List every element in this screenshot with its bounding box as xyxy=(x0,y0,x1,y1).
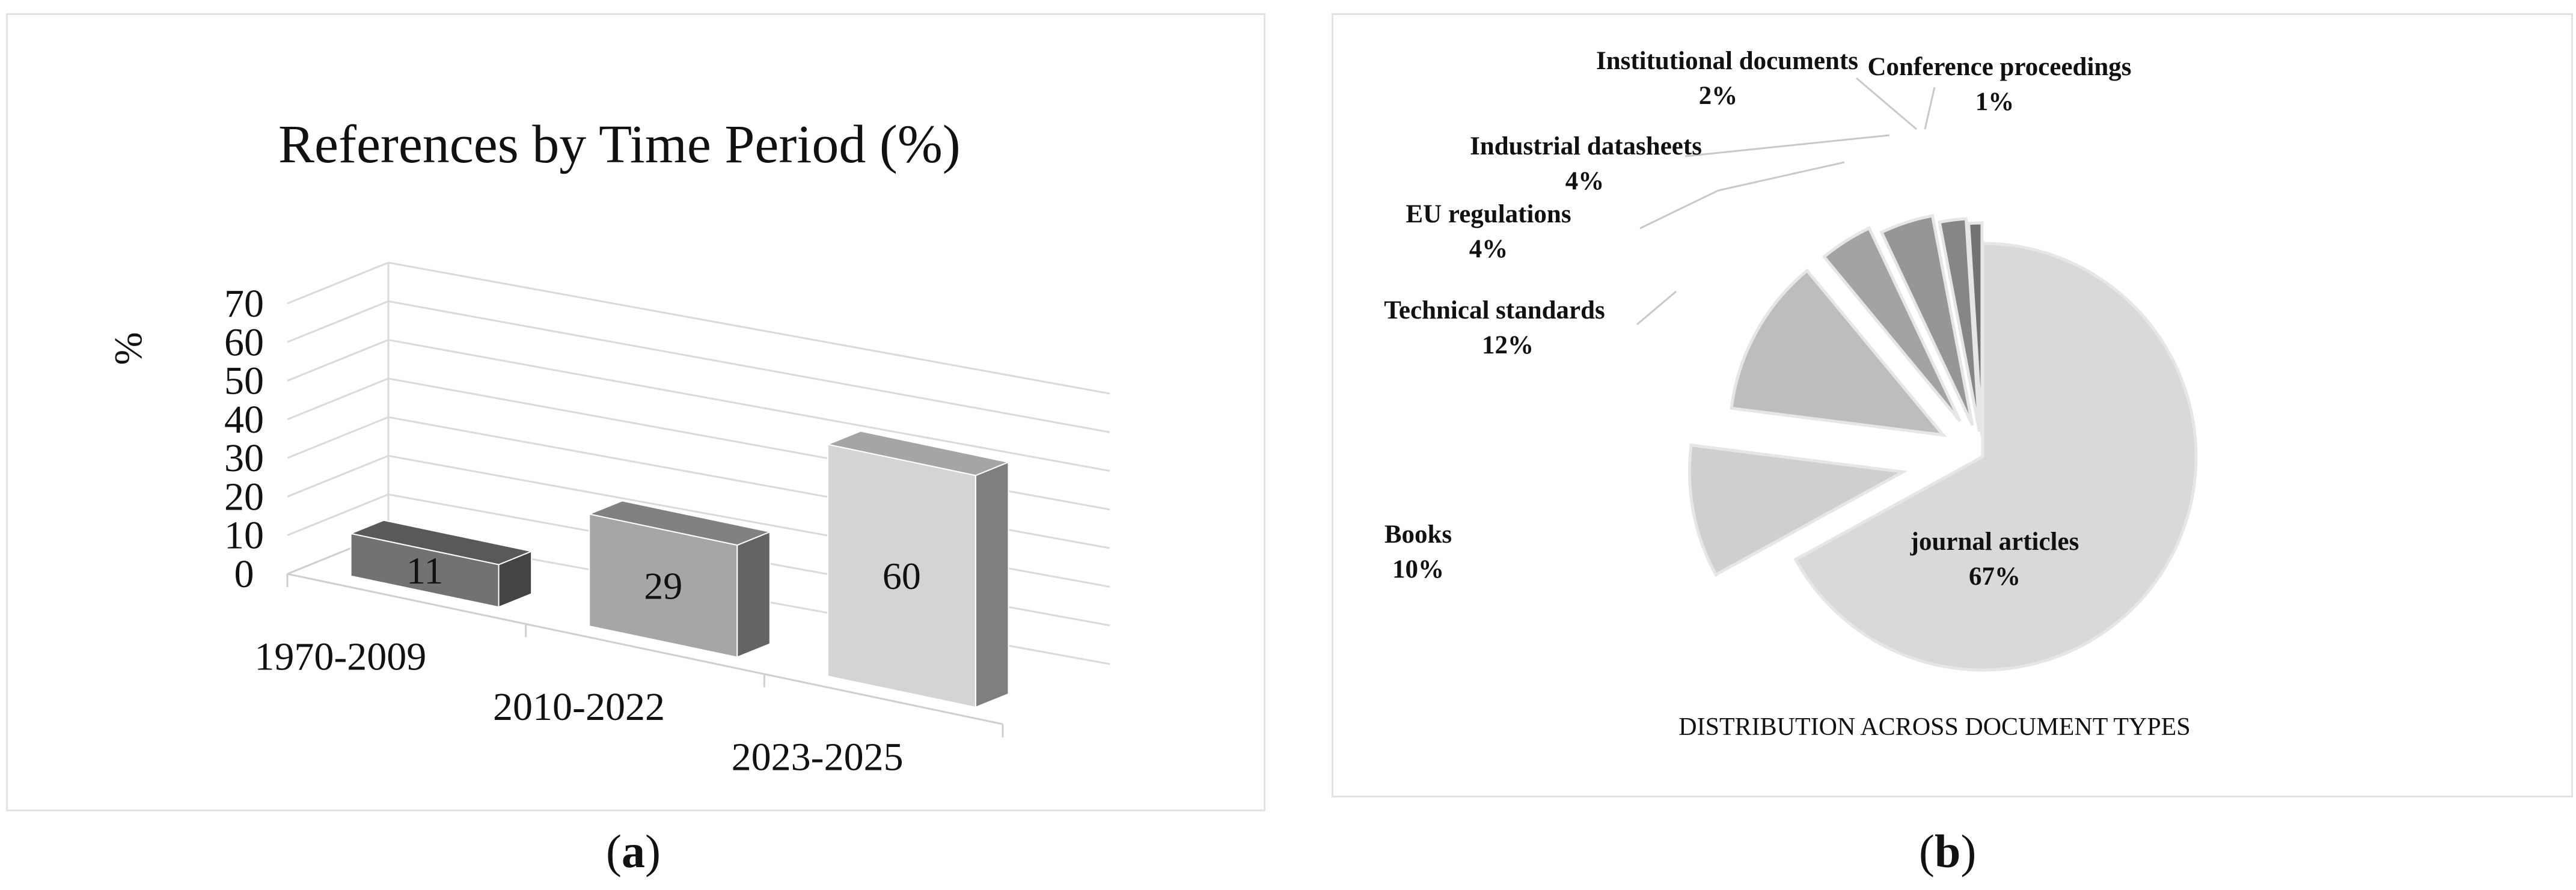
leader-line xyxy=(1924,87,1936,130)
leader-line xyxy=(1639,161,1845,230)
y-tick-label: 40 xyxy=(224,398,264,442)
bar-front-face xyxy=(350,532,500,608)
pie-slice-0 xyxy=(1793,242,2198,672)
bar-data-label: 29 xyxy=(644,565,682,608)
chart-title: References by Time Period (%) xyxy=(278,115,961,174)
gridline-side xyxy=(287,493,389,537)
slice-pct-label: 12% xyxy=(1482,331,1534,359)
pie-slice-1 xyxy=(1687,443,1908,577)
bar-2: 60 xyxy=(825,430,1011,709)
slice-label: Technical standards xyxy=(1384,296,1605,325)
slice-pct-label: 4% xyxy=(1469,235,1508,263)
slice-label: Industrial datasheets xyxy=(1470,132,1702,160)
y-tick-label: 0 xyxy=(234,552,254,596)
bar-side-face xyxy=(736,531,771,659)
bar-chart-panel: 0 10 20 30 40 50 60 70% References by Time Perio… xyxy=(6,13,1265,811)
y-tick-label: 70 xyxy=(224,282,264,326)
gridline-side xyxy=(287,377,389,421)
leader-line xyxy=(1684,134,1890,157)
y-tick-label: 50 xyxy=(224,359,264,403)
pie-plot: journal articles 67% Books 10% Technical sta… xyxy=(1384,47,2198,741)
slice-label: Institutional documents xyxy=(1596,47,1858,75)
slice-pct-label: 67% xyxy=(1969,562,2021,591)
y-axis-label: % xyxy=(106,332,150,365)
slice-pct-label: 10% xyxy=(1392,555,1444,584)
gridline-side xyxy=(287,416,389,459)
y-tick-label: 30 xyxy=(224,436,264,480)
slice-label: Conference proceedings xyxy=(1867,53,2131,81)
bar-side-face xyxy=(974,461,1009,709)
slice-label: journal articles xyxy=(1910,528,2079,556)
x-category-label: 1970-2009 xyxy=(254,635,426,679)
slice-label: EU regulations xyxy=(1406,200,1571,228)
gridline-back xyxy=(388,261,1110,395)
y-tick-label: 10 xyxy=(224,514,264,558)
gridline-side xyxy=(287,455,389,498)
floor-front-edge xyxy=(287,573,1003,725)
bar-1: 29 xyxy=(587,500,772,659)
slice-pct-label: 4% xyxy=(1565,167,1605,195)
pie-slice-4 xyxy=(1879,214,1974,426)
y-tick-label: 60 xyxy=(224,320,264,364)
y-tick-label: 20 xyxy=(224,475,264,519)
bar-0: 11 xyxy=(349,519,534,608)
pie-chart: journal articles 67% Books 10% Technical sta… xyxy=(1384,47,2198,741)
pie-chart-panel: journal articles 67% Books 10% Technical sta… xyxy=(1332,13,2573,797)
bar-data-label: 11 xyxy=(406,549,444,592)
slice-label: Books xyxy=(1384,520,1452,549)
pie-slice-6 xyxy=(1966,221,1984,437)
pie-title: DISTRIBUTION ACROSS DOCUMENT TYPES xyxy=(1678,713,2190,741)
gridline-side xyxy=(287,300,389,343)
subfigure-label-b: (b) xyxy=(1919,825,1977,877)
pie-slice-5 xyxy=(1938,217,1981,432)
pie-slice-3 xyxy=(1822,226,1962,422)
slice-pct-label: 2% xyxy=(1699,82,1738,110)
gridline-side xyxy=(287,261,389,305)
gridline-side xyxy=(287,339,389,382)
bar-data-label: 60 xyxy=(883,555,921,597)
bar-front-face xyxy=(827,443,976,709)
pie-slice-2 xyxy=(1730,268,1947,437)
leader-line xyxy=(1856,77,1917,130)
leader-line xyxy=(1636,290,1677,326)
gridline-back xyxy=(388,300,1110,433)
subfigure-label-a: (a) xyxy=(606,825,661,877)
slice-pct-label: 1% xyxy=(1975,88,2015,116)
x-category-label: 2010-2022 xyxy=(493,685,665,729)
x-category-label: 2023-2025 xyxy=(732,735,904,779)
gridline-back xyxy=(388,339,1110,472)
bar-front-face xyxy=(589,513,738,658)
